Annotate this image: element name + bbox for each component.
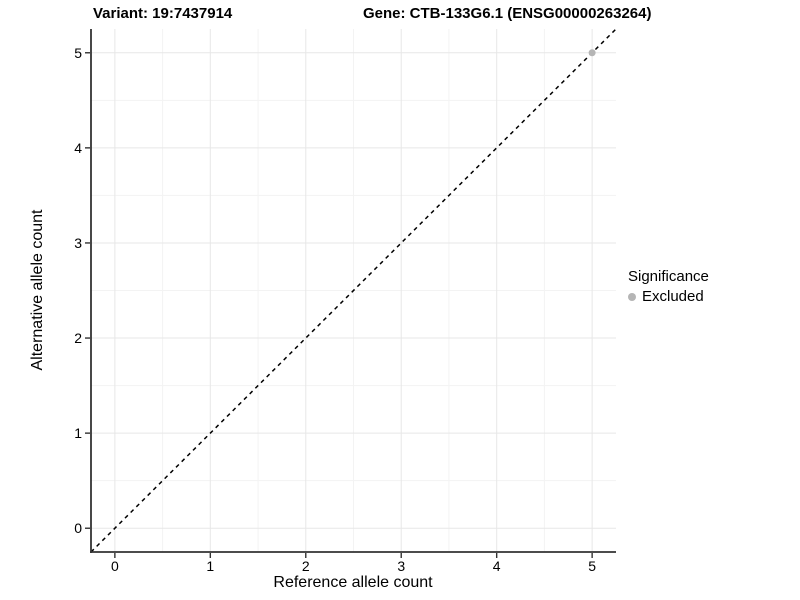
x-axis-title: Reference allele count [273, 574, 433, 591]
plot-title-gene: Gene: CTB-133G6.1 (ENSG00000263264) [363, 5, 652, 22]
x-tick-label: 5 [588, 558, 597, 574]
x-tick-label: 2 [301, 558, 310, 574]
legend-items: Excluded [628, 288, 709, 305]
x-tick-label: 3 [397, 558, 406, 574]
x-tick-label: 4 [492, 558, 501, 574]
y-axis-title: Alternative allele count [29, 209, 46, 371]
x-tick-label: 0 [110, 558, 119, 574]
data-point [588, 49, 596, 57]
y-tick-label: 3 [74, 234, 82, 251]
y-tick-label: 2 [74, 330, 82, 347]
legend-item-label: Excluded [642, 288, 704, 305]
y-tick-label: 4 [74, 139, 82, 156]
legend-title: Significance [628, 268, 709, 285]
y-tick-label: 0 [74, 520, 82, 537]
x-tick-label: 1 [206, 558, 215, 574]
legend-item: Excluded [628, 288, 709, 305]
y-tick-label: 5 [74, 44, 82, 61]
identity-line [90, 28, 617, 553]
y-tick-label: 1 [74, 425, 82, 442]
legend-point-icon [628, 292, 636, 301]
legend: Significance Excluded [628, 268, 709, 305]
plot-title-variant: Variant: 19:7437914 [93, 5, 233, 22]
